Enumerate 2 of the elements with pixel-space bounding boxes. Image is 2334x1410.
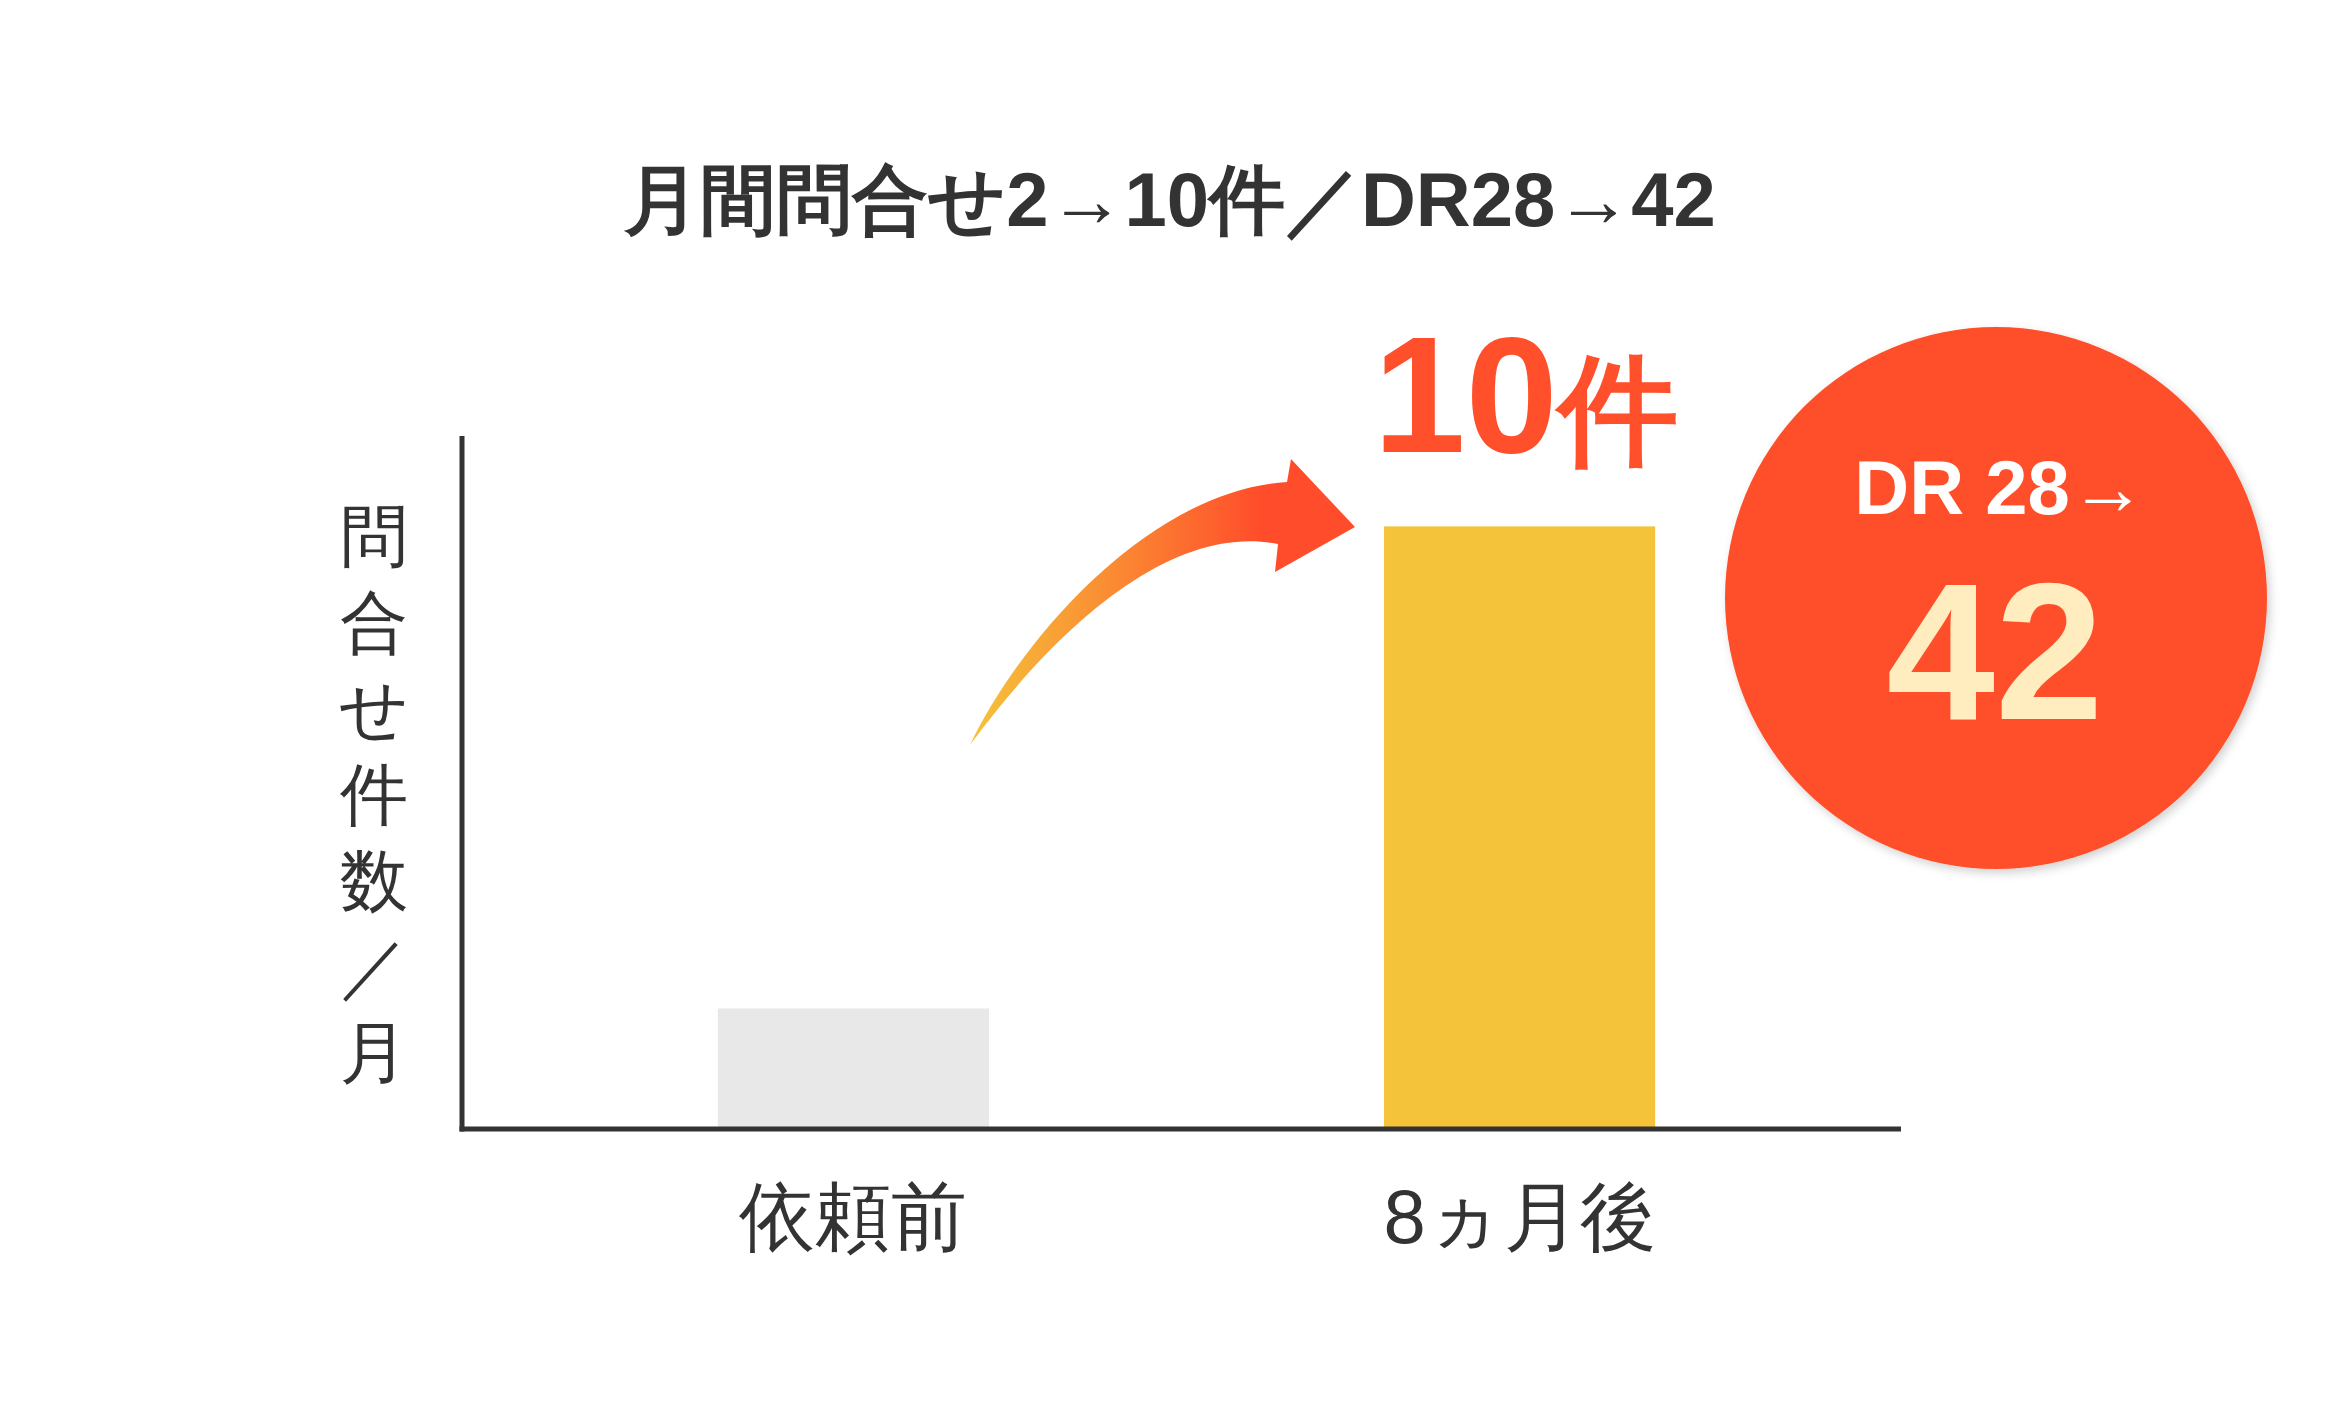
title: 月間問合せ2→10件／DR28→42 [624,157,1716,242]
ylabel: 問合せ件数／月 [339,498,409,1090]
